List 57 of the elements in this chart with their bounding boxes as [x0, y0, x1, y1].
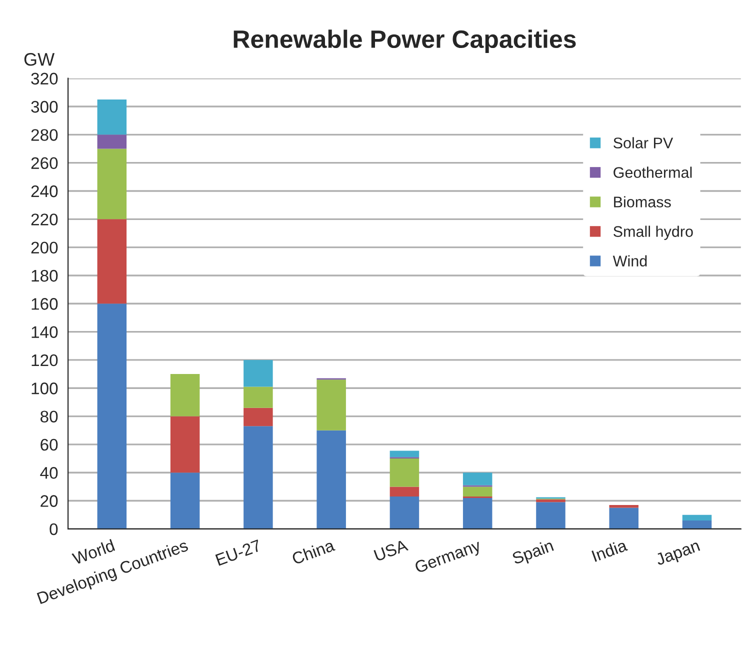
y-tick-label: 260	[31, 157, 58, 170]
y-tick-label: 140	[32, 326, 58, 338]
x-tick-label: EU-27	[215, 539, 262, 566]
x-tick-label: World	[71, 539, 116, 565]
bar	[244, 426, 273, 529]
bar	[609, 508, 638, 529]
y-tick-label: 320	[31, 72, 58, 85]
bar	[682, 520, 712, 529]
bar	[170, 416, 200, 473]
chart-title: Renewable Power Capacities	[234, 30, 576, 53]
bar	[609, 504, 638, 508]
bar	[244, 408, 273, 426]
y-tick-label: 100	[32, 382, 58, 394]
bar	[97, 304, 127, 529]
bar	[97, 99, 127, 135]
bar	[390, 496, 420, 529]
y-tick-label: 300	[31, 100, 58, 113]
bar	[462, 498, 492, 529]
bar	[316, 380, 346, 430]
legend-label: Wind	[612, 255, 647, 266]
bar	[244, 360, 273, 387]
bar	[170, 374, 200, 416]
bar	[390, 450, 420, 458]
y-tick-label: 20	[40, 495, 58, 507]
y-tick-label: 40	[40, 467, 58, 479]
bar	[244, 386, 273, 408]
y-tick-label: 200	[31, 242, 58, 254]
bar	[536, 502, 566, 529]
y-axis-title: GW	[24, 52, 55, 66]
bar	[97, 134, 127, 149]
bar	[170, 472, 200, 529]
legend-label: Geothermal	[614, 166, 692, 178]
bar	[97, 219, 127, 304]
bar	[97, 148, 127, 220]
x-tick-label: Japan	[654, 540, 702, 569]
y-tick-label: 80	[40, 410, 58, 422]
bar	[390, 486, 420, 497]
y-tick-label: 60	[40, 438, 58, 451]
bar	[390, 458, 420, 487]
bar	[682, 514, 712, 520]
x-tick-label: India	[591, 538, 628, 562]
y-tick-label: 280	[31, 129, 58, 141]
legend-label: Biomass	[614, 196, 671, 208]
x-tick-label: USA	[374, 539, 409, 562]
y-tick-label: 160	[32, 298, 58, 310]
bar	[462, 472, 492, 486]
legend-label: Solar PV	[614, 137, 674, 148]
x-tick-label: China	[291, 538, 336, 565]
bar	[462, 486, 492, 497]
legend-label: Small hydro	[614, 226, 693, 240]
y-tick-label: 0	[50, 523, 58, 536]
bar	[316, 430, 346, 529]
y-tick-label: 220	[31, 214, 58, 226]
y-tick-label: 180	[32, 270, 58, 282]
x-tick-label: Spain	[511, 539, 556, 568]
y-tick-label: 120	[32, 354, 58, 366]
y-tick-label: 240	[31, 185, 58, 198]
